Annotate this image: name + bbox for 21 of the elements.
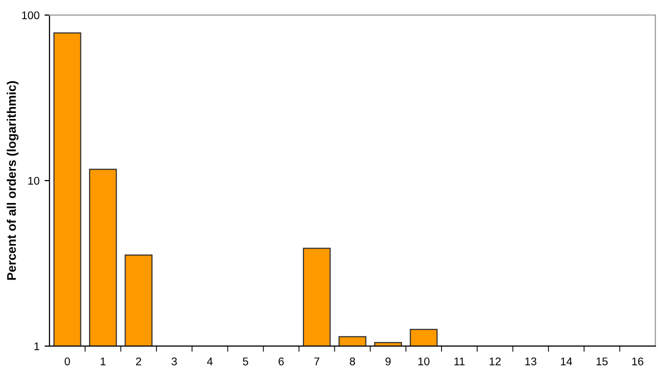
x-tick-label: 12 xyxy=(490,357,501,366)
x-tick-label: 9 xyxy=(386,357,391,366)
x-tick-label: 2 xyxy=(136,357,142,366)
x-tick-label: 8 xyxy=(350,357,356,366)
x-tick-label: 11 xyxy=(454,358,465,366)
x-tick-label: 13 xyxy=(525,357,536,366)
x-tick-label: 5 xyxy=(242,358,248,366)
y-axis-title: Percent of all orders (logarithmic) xyxy=(6,81,18,280)
x-tick-label: 10 xyxy=(418,357,430,366)
x-tick-label: 1 xyxy=(100,358,106,366)
y-tick-label: 100 xyxy=(22,11,40,20)
x-tick-label: 6 xyxy=(278,357,284,366)
x-tick-label: 14 xyxy=(560,358,572,366)
x-tick-label: 3 xyxy=(172,357,177,366)
x-tick-label: 16 xyxy=(632,357,644,366)
y-tick-label: 1 xyxy=(34,342,40,350)
y-tick-label: 10 xyxy=(28,176,40,185)
x-tick-label: 0 xyxy=(64,357,70,366)
x-tick-label: 4 xyxy=(207,358,213,366)
x-tick-label: 15 xyxy=(596,358,608,366)
x-tick-label: 7 xyxy=(314,358,320,366)
